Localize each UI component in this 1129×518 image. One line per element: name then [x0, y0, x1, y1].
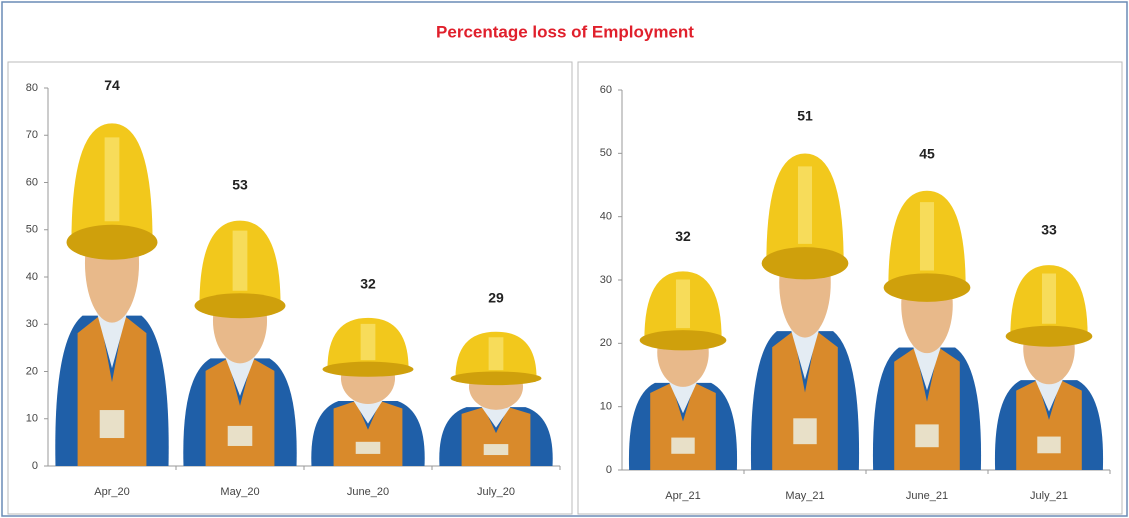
- x-tick-label: July_20: [477, 486, 515, 498]
- worker-collar: [666, 376, 700, 414]
- worker-vest: [650, 382, 716, 470]
- worker-collar: [94, 305, 130, 369]
- worker-bar: [628, 271, 738, 470]
- worker-helmet-ridge: [232, 230, 248, 291]
- worker-vest: [1016, 380, 1082, 470]
- worker-bar: [183, 220, 297, 466]
- worker-pocket: [1037, 436, 1061, 454]
- y-tick-label: 50: [26, 224, 38, 236]
- worker-helmet-brim: [66, 224, 158, 260]
- value-label: 51: [797, 108, 813, 124]
- y-tick-label: 60: [600, 84, 612, 96]
- worker-vest: [205, 358, 275, 466]
- worker-bar: [311, 317, 425, 466]
- worker-helmet-brim: [1005, 325, 1093, 347]
- x-tick-label: Apr_20: [94, 486, 129, 498]
- value-label: 32: [360, 276, 376, 292]
- worker-collar: [1032, 373, 1066, 412]
- worker-pocket: [99, 410, 125, 439]
- worker-collar: [910, 338, 944, 391]
- y-tick-label: 30: [26, 318, 38, 330]
- worker-bar: [55, 123, 169, 466]
- worker-collar: [788, 321, 822, 380]
- worker-helmet-brim: [194, 293, 286, 319]
- worker-collar: [222, 350, 258, 396]
- y-tick-label: 0: [32, 460, 38, 472]
- chart-title: Percentage loss of Employment: [436, 22, 694, 41]
- y-tick-label: 40: [600, 211, 612, 223]
- value-label: 53: [232, 176, 248, 192]
- x-tick-label: June_21: [906, 490, 948, 502]
- worker-pocket: [227, 425, 253, 446]
- y-tick-label: 30: [600, 274, 612, 286]
- worker-collar: [350, 396, 386, 424]
- y-tick-label: 80: [26, 82, 38, 94]
- worker-pocket: [671, 437, 695, 454]
- worker-helmet-ridge: [360, 323, 376, 361]
- y-tick-label: 20: [600, 337, 612, 349]
- y-tick-label: 10: [26, 413, 38, 425]
- panel: [577, 61, 1123, 515]
- worker-bar: [872, 190, 982, 470]
- y-tick-label: 50: [600, 147, 612, 159]
- value-label: 29: [488, 290, 504, 306]
- worker-vest: [894, 347, 960, 470]
- x-tick-label: July_21: [1030, 490, 1068, 502]
- worker-helmet-ridge: [675, 279, 691, 329]
- worker-bar: [750, 153, 860, 470]
- y-tick-label: 0: [606, 464, 612, 476]
- y-tick-label: 40: [26, 271, 38, 283]
- worker-pocket: [355, 441, 381, 454]
- worker-helmet-brim: [883, 273, 971, 302]
- x-tick-label: May_21: [785, 490, 824, 502]
- worker-pocket: [793, 418, 817, 445]
- value-label: 33: [1041, 222, 1057, 238]
- x-tick-label: June_20: [347, 486, 389, 498]
- worker-vest: [772, 331, 838, 470]
- y-tick-label: 10: [600, 401, 612, 413]
- worker-helmet-ridge: [1041, 273, 1057, 324]
- worker-helmet-brim: [322, 361, 414, 377]
- worker-bar: [439, 331, 553, 466]
- worker-vest: [333, 400, 403, 466]
- worker-pocket: [915, 424, 939, 448]
- worker-vest: [77, 315, 147, 466]
- worker-collar: [478, 402, 514, 428]
- worker-vest: [461, 407, 531, 466]
- panel: [7, 61, 573, 515]
- y-tick-label: 70: [26, 129, 38, 141]
- worker-helmet-ridge: [797, 166, 813, 244]
- value-label: 74: [104, 77, 120, 93]
- x-tick-label: May_20: [220, 486, 259, 498]
- value-label: 45: [919, 146, 935, 162]
- worker-bar: [994, 265, 1104, 470]
- value-label: 32: [675, 228, 691, 244]
- x-tick-label: Apr_21: [665, 490, 700, 502]
- worker-pocket: [483, 444, 509, 456]
- worker-helmet-ridge: [488, 337, 504, 371]
- y-tick-label: 60: [26, 176, 38, 188]
- worker-helmet-brim: [761, 247, 849, 280]
- worker-helmet-ridge: [919, 202, 935, 271]
- worker-helmet-ridge: [104, 137, 120, 222]
- y-tick-label: 20: [26, 365, 38, 377]
- worker-helmet-brim: [450, 371, 542, 386]
- worker-helmet-brim: [639, 330, 727, 351]
